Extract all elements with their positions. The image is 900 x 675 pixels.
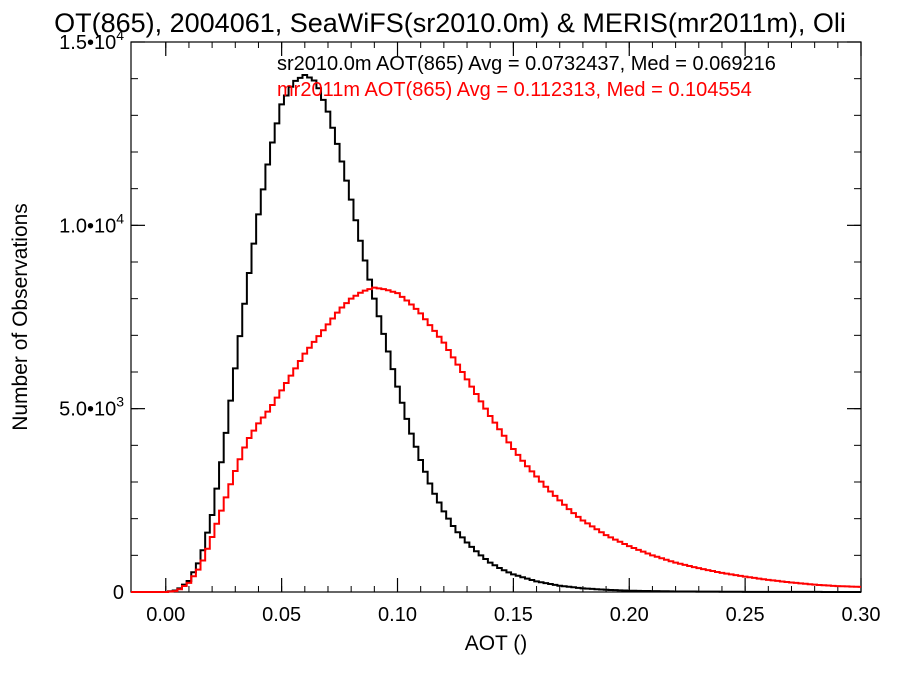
x-tick-label: 0.20 — [610, 604, 649, 626]
y-tick-label: 0 — [113, 582, 124, 604]
series-group — [131, 74, 861, 593]
x-tick-label: 0.00 — [146, 604, 185, 626]
y-tick-label: 1.5•104 — [59, 27, 124, 54]
x-tick-label: 0.25 — [726, 604, 765, 626]
x-axis-label: AOT () — [465, 632, 528, 655]
x-tick-label: 0.15 — [494, 604, 533, 626]
legend-entry-sr2010: sr2010.0m AOT(865) Avg = 0.0732437, Med … — [277, 53, 776, 75]
y-tick-label: 5.0•103 — [59, 394, 124, 421]
chart-title: OT(865), 2004061, SeaWiFS(sr2010.0m) & M… — [54, 8, 846, 38]
x-tick-label: 0.30 — [842, 604, 881, 626]
x-tick-label: 0.10 — [378, 604, 417, 626]
series-line-1 — [131, 286, 861, 593]
y-axis-label: Number of Observations — [9, 203, 32, 431]
y-tick-label: 1.0•104 — [59, 210, 124, 237]
x-axis: 0.00 0.05 0.10 0.15 0.20 0.25 0.30 — [146, 42, 880, 626]
y-axis: 0 5.0•103 1.0•104 1.5•104 — [59, 27, 861, 604]
series-line-0 — [131, 74, 861, 593]
legend-entry-mr2011: mr2011m AOT(865) Avg = 0.112313, Med = 0… — [277, 79, 752, 101]
x-tick-label: 0.05 — [262, 604, 301, 626]
plot-frame — [130, 41, 862, 593]
